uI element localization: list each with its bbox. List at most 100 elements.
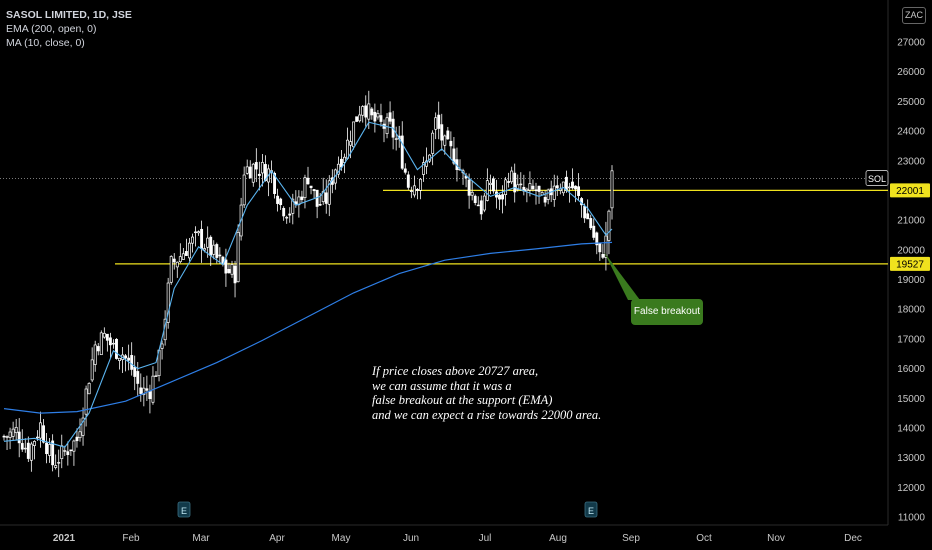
y-tick-label: 18000 — [897, 305, 925, 316]
x-tick-label: Mar — [192, 533, 210, 544]
candle-body — [61, 446, 63, 459]
candle-body — [380, 116, 382, 122]
candle-body — [386, 118, 388, 134]
candle-body — [231, 265, 233, 275]
currency-badge[interactable]: ZAC — [902, 7, 926, 24]
candle-body — [97, 346, 99, 350]
y-tick-label: 17000 — [897, 334, 925, 345]
candle-body — [115, 339, 117, 358]
candle-body — [210, 237, 212, 255]
candle-body — [401, 136, 403, 168]
candle-body — [590, 218, 592, 227]
candle-body — [3, 436, 5, 437]
candle-body — [188, 243, 190, 258]
candle-body — [6, 437, 8, 438]
x-tick-label: Jun — [403, 533, 419, 544]
candle-body — [27, 443, 29, 458]
candle-body — [185, 251, 187, 255]
candle-body — [45, 443, 47, 454]
candle-body — [280, 199, 282, 205]
candle-body — [255, 162, 257, 169]
candle-body — [511, 171, 513, 182]
candle-body — [611, 171, 613, 208]
candle-body — [146, 389, 148, 391]
candle-body — [365, 106, 367, 117]
candle-body — [225, 260, 227, 273]
note-line: false breakout at the support (EMA) — [372, 393, 601, 408]
y-tick-label: 15000 — [897, 394, 925, 405]
candle-body — [18, 432, 20, 443]
candle-body — [173, 259, 175, 262]
x-tick-label: Jul — [479, 533, 492, 544]
note-line: and we can expect a rise towards 22000 a… — [372, 408, 601, 423]
candle-body — [435, 118, 437, 130]
candle-body — [261, 162, 263, 173]
candle-body — [486, 181, 488, 201]
candle-body — [489, 183, 491, 184]
candle-body — [556, 186, 558, 188]
candle-body — [286, 217, 288, 218]
ema-indicator-label[interactable]: EMA (200, open, 0) — [6, 22, 132, 36]
candle-body — [593, 226, 595, 237]
candle-body — [410, 191, 412, 192]
candle-body — [389, 113, 391, 122]
candle-body — [307, 178, 309, 184]
earnings-marker-label: E — [588, 506, 594, 516]
candle-body — [498, 195, 500, 199]
candle-body — [359, 115, 361, 121]
candle-body — [362, 106, 364, 115]
candle-body — [438, 115, 440, 128]
y-tick-label: 20000 — [897, 245, 925, 256]
candle-body — [149, 392, 151, 399]
false-breakout-callout: False breakout — [631, 299, 703, 325]
candle-body — [374, 112, 376, 121]
symbol-title[interactable]: SASOL LIMITED, 1D, JSE — [6, 8, 132, 22]
x-tick-label: Nov — [767, 533, 785, 544]
candle-body — [526, 189, 528, 191]
candle-body — [565, 177, 567, 190]
candle-body — [234, 266, 236, 283]
candle-body — [529, 184, 531, 191]
candle-body — [371, 109, 373, 115]
candle-body — [587, 214, 589, 219]
candle-body — [70, 450, 72, 451]
candle-body — [289, 214, 291, 215]
candle-body — [538, 186, 540, 191]
candle-body — [179, 257, 181, 262]
candle-body — [76, 437, 78, 441]
candle-body — [346, 140, 348, 158]
candle-body — [131, 355, 133, 369]
y-tick-label: 21000 — [897, 216, 925, 227]
candle-body — [377, 113, 379, 117]
candle-body — [197, 232, 199, 233]
candle-body — [574, 186, 576, 189]
candle-body — [505, 180, 507, 195]
earnings-marker-label: E — [181, 506, 187, 516]
candle-body — [237, 232, 239, 281]
candle-body — [252, 164, 254, 182]
candle-body — [577, 187, 579, 196]
candle-body — [161, 344, 163, 349]
x-tick-label: Feb — [122, 533, 140, 544]
candle-body — [404, 169, 406, 172]
candle-body — [395, 139, 397, 140]
candle-body — [483, 196, 485, 210]
candle-body — [277, 196, 279, 203]
candle-body — [368, 104, 370, 119]
candle-body — [21, 443, 23, 449]
candle-body — [349, 142, 351, 146]
candle-body — [58, 462, 60, 463]
candle-body — [228, 269, 230, 272]
candle-body — [219, 255, 221, 256]
candle-body — [480, 201, 482, 214]
candle-body — [535, 190, 537, 191]
y-tick-label: 16000 — [897, 364, 925, 375]
candle-body — [325, 193, 327, 204]
candle-body — [407, 175, 409, 188]
ma-indicator-label[interactable]: MA (10, close, 0) — [6, 36, 132, 50]
candle-body — [103, 333, 105, 337]
analysis-note: If price closes above 20727 area, we can… — [372, 364, 601, 422]
candle-body — [501, 195, 503, 199]
candle-body — [213, 245, 215, 254]
